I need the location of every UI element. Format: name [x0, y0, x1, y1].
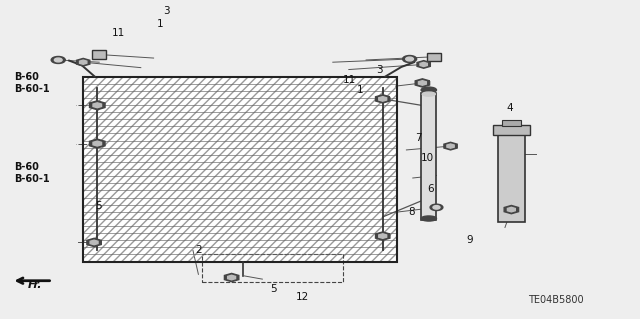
Ellipse shape: [421, 87, 436, 93]
Bar: [427, 53, 441, 61]
Polygon shape: [444, 142, 457, 150]
Polygon shape: [79, 60, 87, 64]
Text: 4: 4: [507, 103, 513, 114]
Polygon shape: [447, 144, 454, 148]
Bar: [83, 77, 397, 262]
Bar: [83, 77, 397, 262]
Text: 9: 9: [466, 235, 472, 245]
Bar: [421, 93, 436, 220]
Text: 1: 1: [357, 85, 364, 95]
Circle shape: [51, 56, 65, 63]
Bar: [493, 125, 530, 135]
Circle shape: [403, 56, 417, 63]
Circle shape: [54, 58, 62, 62]
Text: 2: 2: [195, 245, 202, 256]
Text: 3: 3: [163, 6, 170, 16]
Text: Fr.: Fr.: [28, 279, 42, 290]
Polygon shape: [504, 205, 518, 214]
Polygon shape: [376, 95, 390, 103]
Text: 6: 6: [428, 184, 434, 194]
Polygon shape: [90, 139, 105, 148]
Polygon shape: [415, 79, 429, 87]
Text: 11: 11: [342, 75, 356, 85]
Bar: [202, 254, 343, 282]
Polygon shape: [225, 273, 239, 282]
Text: 5: 5: [95, 201, 101, 211]
Polygon shape: [90, 240, 98, 245]
Bar: [502, 120, 521, 126]
Polygon shape: [417, 61, 430, 68]
Text: B-60
B-60-1: B-60 B-60-1: [14, 162, 50, 184]
Polygon shape: [77, 58, 90, 66]
Circle shape: [406, 57, 413, 61]
Bar: [92, 50, 106, 59]
Polygon shape: [419, 81, 426, 85]
Polygon shape: [420, 62, 428, 67]
Text: 1: 1: [157, 19, 163, 29]
Polygon shape: [379, 97, 387, 101]
Polygon shape: [87, 238, 101, 247]
Polygon shape: [93, 141, 102, 146]
Polygon shape: [379, 234, 387, 238]
Text: 12: 12: [296, 292, 309, 302]
Ellipse shape: [421, 216, 436, 221]
Circle shape: [433, 206, 440, 209]
Ellipse shape: [422, 92, 435, 96]
Bar: [83, 77, 397, 262]
Circle shape: [430, 204, 443, 211]
Polygon shape: [228, 275, 236, 280]
Text: 7: 7: [415, 133, 421, 143]
Text: 5: 5: [270, 284, 276, 294]
Polygon shape: [90, 101, 105, 110]
Text: 11: 11: [112, 28, 125, 39]
Text: 8: 8: [408, 207, 415, 217]
Bar: [498, 128, 525, 222]
Polygon shape: [93, 103, 102, 108]
Text: TE04B5800: TE04B5800: [528, 295, 583, 306]
Text: 3: 3: [376, 64, 383, 75]
Text: 10: 10: [421, 153, 435, 163]
Text: B-60
B-60-1: B-60 B-60-1: [14, 72, 50, 94]
Polygon shape: [508, 207, 515, 212]
Polygon shape: [376, 232, 390, 240]
